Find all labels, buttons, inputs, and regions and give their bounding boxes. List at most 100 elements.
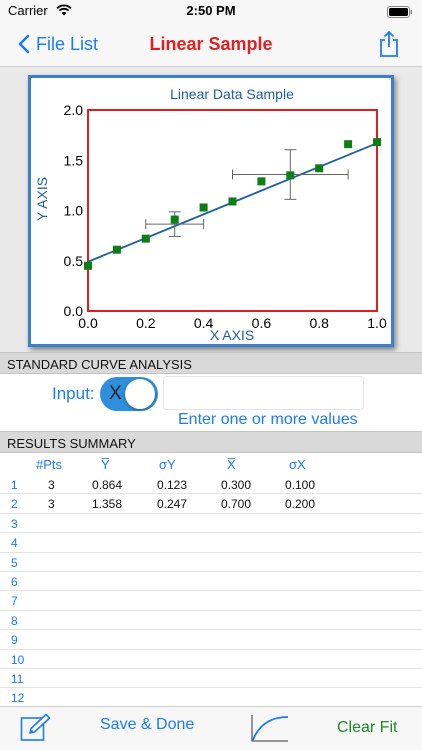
row-number: 9 <box>11 633 18 648</box>
cell-sigma-y: 0.123 <box>157 478 188 492</box>
data-point-8 <box>286 171 295 180</box>
y-axis-label: Y AXIS <box>34 177 50 221</box>
chart-svg: Linear Data Sample 0.0 0.2 0.4 0.6 0.8 1.0 0.… <box>34 86 387 343</box>
row-number: 10 <box>11 652 25 667</box>
table-row[interactable]: 8 <box>0 611 422 631</box>
x-tick-label-5: 0.8 <box>309 315 329 331</box>
row-number: 1 <box>11 478 18 492</box>
data-points <box>84 138 381 270</box>
x-tick-label-4: 0.6 <box>252 315 272 331</box>
back-button-label: File List <box>36 33 99 54</box>
column-header-npts: #Pts <box>36 457 63 472</box>
row-number: 6 <box>11 574 18 589</box>
y-tick-labels: 0.0 0.5 1.0 1.5 2.0 <box>64 102 84 319</box>
data-point-11 <box>373 138 381 147</box>
chart-title: Linear Data Sample <box>170 86 294 102</box>
row-number: 7 <box>11 594 18 609</box>
data-point-1 <box>84 261 92 270</box>
chart-panel[interactable]: Linear Data Sample 0.0 0.2 0.4 0.6 0.8 1.0 0.… <box>28 75 394 347</box>
analysis-section-header: STANDARD CURVE ANALYSIS <box>0 352 422 374</box>
x-tick-label-1: 0.0 <box>78 315 98 331</box>
navigation-bar: File List Linear Sample <box>0 22 422 67</box>
cell-sigma-x: 0.100 <box>285 478 316 492</box>
row-number: 8 <box>11 613 18 628</box>
x-tick-label-2: 0.2 <box>136 315 156 331</box>
chevron-left-icon <box>18 34 30 54</box>
share-button[interactable] <box>378 30 400 63</box>
edit-pencil-icon <box>20 713 51 741</box>
x-tick-labels: 0.0 0.2 0.4 0.6 0.8 1.0 <box>78 315 387 331</box>
y-tick-label-4: 1.5 <box>64 152 84 168</box>
results-header-row: #Pts Y̅ σY X̅ σX <box>0 453 422 475</box>
data-point-9 <box>315 164 324 173</box>
data-point-4 <box>170 215 179 224</box>
status-bar: Carrier 2:50 PM <box>0 0 422 22</box>
curve-fit-icon <box>251 715 289 742</box>
row-number: 5 <box>11 555 18 570</box>
column-header-sigma-x: σX <box>289 457 306 472</box>
table-row[interactable]: 9 <box>0 630 422 650</box>
x-tick-label-6: 1.0 <box>367 315 387 331</box>
curve-fit-button[interactable] <box>250 713 290 748</box>
column-header-sigma-y: σY <box>159 457 176 472</box>
table-row[interactable]: 6 <box>0 572 422 592</box>
x-tick-label-3: 0.4 <box>194 315 214 331</box>
table-row[interactable]: 5 <box>0 553 422 572</box>
clock: 2:50 PM <box>186 3 236 18</box>
share-icon <box>380 31 398 57</box>
results-section-header: RESULTS SUMMARY <box>0 431 422 453</box>
data-point-3 <box>141 234 150 243</box>
chart-area: Linear Data Sample 0.0 0.2 0.4 0.6 0.8 1.0 0.… <box>0 67 422 353</box>
data-point-10 <box>344 140 353 149</box>
row-number: 12 <box>11 691 25 706</box>
results-rows: 1 3 0.864 0.123 0.300 0.100 2 3 1.358 0.247 0.700 0… <box>0 475 422 708</box>
row-number: 11 <box>11 671 24 686</box>
cell-npts: 3 <box>48 497 55 512</box>
save-done-button[interactable]: Save & Done <box>100 716 195 733</box>
row-number: 4 <box>11 536 18 551</box>
table-row[interactable]: 2 3 1.358 0.247 0.700 0.200 <box>0 494 422 514</box>
error-bars <box>145 149 349 238</box>
input-label: Input: <box>52 384 95 403</box>
data-point-7 <box>257 177 266 186</box>
back-button[interactable]: File List <box>18 31 98 57</box>
cell-sigma-x: 0.200 <box>285 497 316 512</box>
cell-xbar: 0.700 <box>221 497 252 512</box>
column-header-ybar: Y̅ <box>101 457 110 472</box>
battery-icon <box>387 5 413 23</box>
table-row[interactable]: 4 <box>0 533 422 553</box>
data-point-6 <box>228 197 237 206</box>
column-header-xbar: X̅ <box>227 457 236 472</box>
table-row[interactable]: 7 <box>0 591 422 611</box>
cell-npts: 3 <box>48 478 55 492</box>
edit-button[interactable] <box>20 713 52 748</box>
y-tick-label-2: 0.5 <box>64 253 84 269</box>
table-row[interactable]: 10 <box>0 650 422 669</box>
y-tick-label-3: 1.0 <box>64 203 84 219</box>
row-number: 2 <box>11 497 18 512</box>
plot-frame <box>87 109 378 312</box>
table-row[interactable]: 3 <box>0 514 422 534</box>
y-tick-label-1: 0.0 <box>64 303 84 319</box>
y-tick-label-5: 2.0 <box>64 102 84 118</box>
toggle-knob <box>125 379 155 409</box>
carrier-label: Carrier <box>8 3 48 18</box>
cell-xbar: 0.300 <box>221 478 252 492</box>
table-row[interactable]: 12 <box>0 688 422 708</box>
data-point-2 <box>112 245 121 254</box>
values-input[interactable] <box>163 376 364 410</box>
x-axis-label: X AXIS <box>210 327 254 343</box>
cell-ybar: 1.358 <box>92 497 123 512</box>
row-number: 3 <box>11 516 18 531</box>
table-row[interactable]: 11 <box>0 669 422 689</box>
data-point-5 <box>199 203 208 212</box>
toggle-axis-letter: X <box>109 383 122 404</box>
cell-ybar: 0.864 <box>92 478 123 492</box>
table-row[interactable]: 1 3 0.864 0.123 0.300 0.100 <box>0 475 422 495</box>
results-table: #Pts Y̅ σY X̅ σX 1 3 0.864 0.123 0.300 0.100 2… <box>0 453 422 710</box>
clear-fit-button[interactable]: Clear Fit <box>337 719 398 736</box>
input-axis-toggle[interactable]: X <box>100 377 158 411</box>
bottom-toolbar: Save & Done Clear Fit <box>0 706 422 750</box>
input-hint: Enter one or more values <box>178 411 358 428</box>
